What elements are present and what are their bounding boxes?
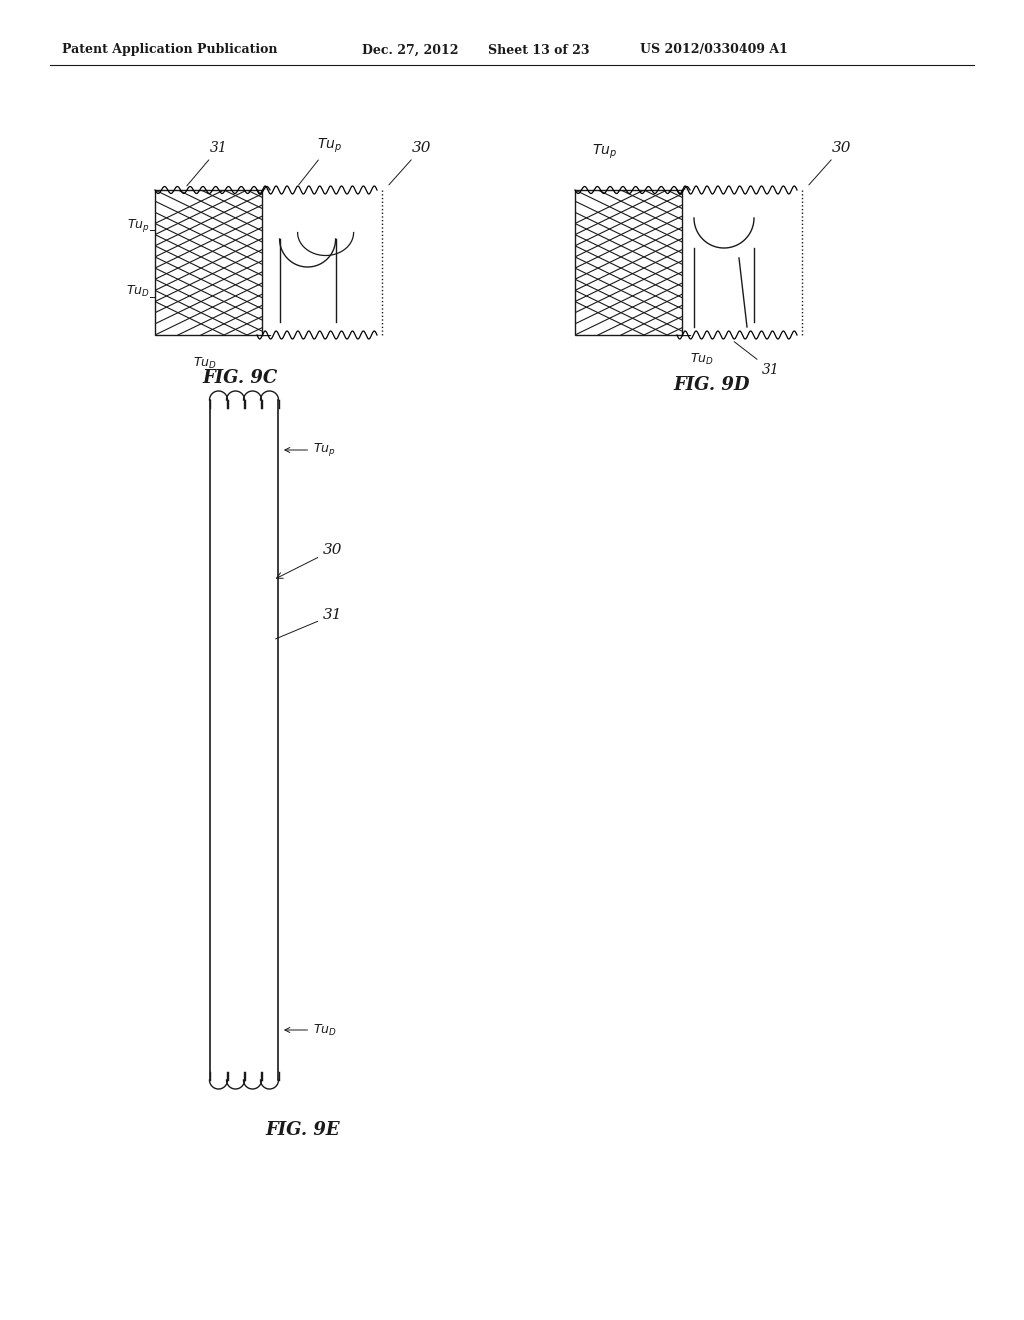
Text: 30: 30 (809, 141, 852, 185)
Text: FIG. 9E: FIG. 9E (265, 1121, 340, 1139)
Text: $Tu_p$: $Tu_p$ (593, 143, 617, 161)
Bar (575, 190, 690, 335)
Bar (155, 190, 270, 335)
Text: 30: 30 (389, 141, 431, 185)
Text: $Tu_p$: $Tu_p$ (285, 441, 336, 458)
Bar (682, 190, 802, 335)
Text: US 2012/0330409 A1: US 2012/0330409 A1 (640, 44, 787, 57)
Bar (262, 190, 382, 335)
Text: $Tu_p$: $Tu_p$ (299, 137, 342, 185)
Text: FIG. 9D: FIG. 9D (674, 376, 751, 393)
Text: $Tu_D$: $Tu_D$ (285, 1023, 337, 1038)
Text: $Tu_D$: $Tu_D$ (126, 284, 150, 300)
Text: 31: 31 (186, 141, 227, 186)
Bar (210, 400, 278, 1080)
Text: 31: 31 (734, 342, 779, 378)
Text: Sheet 13 of 23: Sheet 13 of 23 (488, 44, 590, 57)
Text: $Tu_D$: $Tu_D$ (690, 352, 714, 367)
Text: 31: 31 (275, 609, 342, 639)
Text: Dec. 27, 2012: Dec. 27, 2012 (362, 44, 459, 57)
Text: 30: 30 (276, 543, 342, 578)
Text: $Tu_p$: $Tu_p$ (127, 216, 150, 234)
Text: FIG. 9C: FIG. 9C (203, 370, 278, 387)
Text: Patent Application Publication: Patent Application Publication (62, 44, 278, 57)
Text: $Tu_D$: $Tu_D$ (194, 356, 217, 371)
